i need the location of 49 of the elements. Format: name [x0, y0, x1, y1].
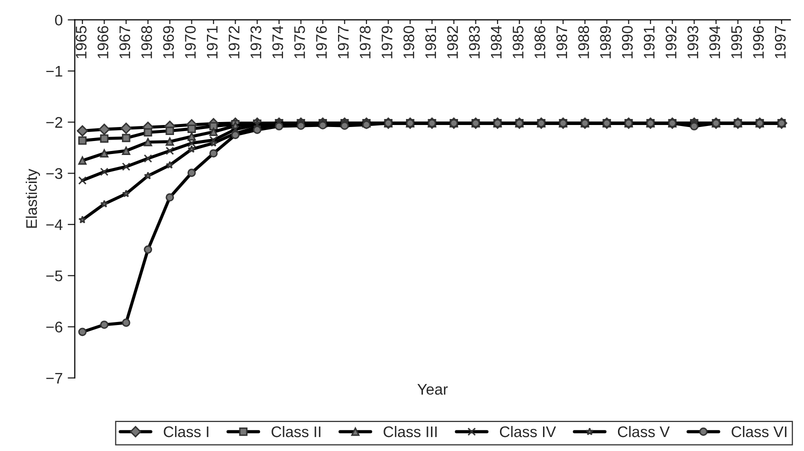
x-tick-label: 1978 [360, 26, 371, 58]
y-tick-label: −1 [46, 66, 62, 77]
x-tick-label: 1967 [119, 26, 130, 58]
legend-label: Class IV [500, 426, 556, 438]
x-tick-label: 1976 [316, 26, 327, 58]
x-tick-label: 1971 [206, 26, 218, 58]
legend-label: Class II [272, 426, 320, 438]
x-tick-label: 1966 [98, 26, 108, 58]
y-tick-label: −2 [46, 117, 62, 128]
x-tick-label: 1988 [578, 26, 590, 58]
x-tick-label: 1981 [425, 26, 436, 58]
x-tick-label: 1974 [272, 26, 284, 58]
legend-label: Class VI [732, 426, 786, 438]
x-tick-label: 1997 [774, 26, 786, 58]
x-tick-label: 1979 [382, 26, 392, 58]
y-tick-label: −3 [46, 168, 62, 179]
legend-label: Class I [164, 426, 208, 438]
y-tick-label: −6 [46, 322, 62, 332]
x-tick-label: 1985 [512, 26, 524, 58]
y-axis-title: Elasticity [26, 168, 40, 228]
x-tick-label: 1987 [556, 26, 568, 58]
y-tick-label: −5 [46, 270, 62, 282]
x-tick-label: 1996 [753, 26, 764, 58]
x-tick-label: 1983 [468, 26, 480, 58]
x-tick-label: 1992 [666, 26, 676, 58]
x-tick-label: 1973 [250, 26, 262, 58]
x-tick-label: 1968 [141, 26, 152, 58]
x-tick-label: 1994 [709, 26, 720, 58]
x-tick-label: 1975 [294, 26, 306, 58]
x-tick-label: 1993 [687, 26, 698, 58]
x-tick-label: 1989 [600, 26, 611, 58]
x-tick-label: 1969 [163, 26, 174, 58]
x-tick-label: 1972 [228, 26, 240, 58]
x-axis-title: Year [417, 384, 448, 395]
x-tick-label: 1977 [338, 26, 349, 58]
x-tick-label: 1980 [403, 26, 414, 58]
x-tick-label: 1970 [184, 26, 196, 58]
x-tick-label: 1991 [644, 26, 655, 58]
legend-label: Class III [384, 426, 437, 438]
x-tick-label: 1984 [490, 26, 502, 58]
y-tick-label: −4 [46, 219, 63, 230]
x-tick-label: 1995 [731, 26, 742, 58]
x-tick-label: 1990 [622, 26, 633, 58]
y-tick-label: −7 [46, 372, 62, 384]
x-tick-label: 1986 [534, 26, 546, 58]
y-tick-label: 0 [55, 14, 62, 26]
x-tick-label: 1965 [76, 26, 87, 58]
x-tick-label: 1982 [447, 26, 458, 58]
legend-label: Class V [618, 426, 670, 438]
